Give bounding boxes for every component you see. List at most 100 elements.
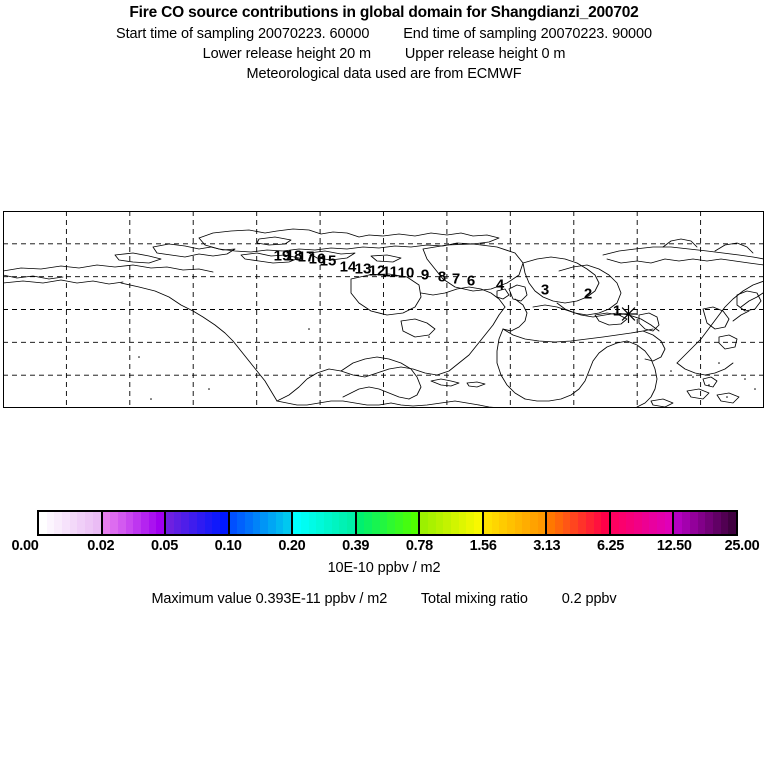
trajectory-label: 13: [354, 260, 372, 278]
colorbar-tick: 25.00: [724, 538, 760, 554]
colorbar-step: [364, 512, 373, 534]
colorbar-tick: 0.02: [87, 538, 115, 554]
colorbar-step: [181, 512, 190, 534]
colorbar-step: [117, 512, 126, 534]
colorbar-step: [697, 512, 706, 534]
colorbar-step: [300, 512, 309, 534]
colorbar-step: [514, 512, 523, 534]
colorbar-unit-label: 10E-10 ppbv / m2: [327, 560, 441, 576]
colorbar-step: [245, 512, 253, 534]
colorbar-step: [275, 512, 284, 534]
colorbar-step: [674, 512, 683, 534]
colorbar-step: [427, 512, 436, 534]
page-title: Fire CO source contributions in global d…: [129, 4, 639, 21]
colorbar-step: [237, 512, 246, 534]
colorbar-step: [657, 512, 665, 534]
colorbar-step: [372, 512, 380, 534]
colorbar-step: [260, 512, 269, 534]
colorbar-step: [689, 512, 698, 534]
lower-release-label: Lower release height 20 m: [202, 46, 372, 62]
colorbar-step: [601, 512, 609, 534]
colorbar-step: [633, 512, 642, 534]
colorbar-step: [395, 512, 403, 534]
colorbar-step: [379, 512, 388, 534]
colorbar-step: [466, 512, 475, 534]
colorbar-step: [204, 512, 213, 534]
total-mixing-ratio-value: 0.2 ppbv: [561, 591, 617, 607]
colorbar-step: [578, 512, 586, 534]
trajectory-label: 11: [382, 263, 398, 281]
colorbar-tick: 0.10: [214, 538, 242, 554]
colorbar-step: [499, 512, 507, 534]
trajectory-label: 10: [397, 264, 415, 282]
release-height-line: Lower release height 20 m Upper release …: [0, 46, 768, 62]
footer-stats: Maximum value 0.393E-11 ppbv / m2 Total …: [0, 591, 768, 607]
colorbar-step: [664, 512, 673, 534]
island-dots: [138, 328, 756, 400]
colorbar-step: [443, 512, 452, 534]
colorbar-step: [483, 512, 492, 534]
colorbar-step: [39, 512, 47, 534]
colorbar-step: [649, 512, 658, 534]
colorbar-step: [410, 512, 419, 534]
colorbar-step: [133, 512, 141, 534]
colorbar-step: [458, 512, 467, 534]
colorbar-segment: [102, 512, 167, 534]
trajectory-label: 19: [273, 247, 291, 265]
colorbar-step: [682, 512, 690, 534]
colorbar-step: [148, 512, 157, 534]
colorbar-step: [252, 512, 261, 534]
trajectory-label: 6: [466, 272, 476, 290]
colorbar-step: [110, 512, 118, 534]
colorbar-segment: [166, 512, 230, 534]
colorbar-tick-labels: 0.00 0.02 0.05 0.10 0.20 0.39 0.78 1.56 3.13 6.25…: [0, 538, 768, 556]
colorbar-tick: 1.56: [469, 538, 497, 554]
colorbar-step: [85, 512, 93, 534]
colorbar-step: [641, 512, 650, 534]
colorbar-step: [537, 512, 546, 534]
colorbar: [37, 510, 738, 536]
colorbar-tick: 0.00: [11, 538, 39, 554]
map-canvas: [3, 211, 764, 408]
colorbar-step: [268, 512, 276, 534]
colorbar-step: [356, 512, 365, 534]
colorbar-step: [316, 512, 324, 534]
start-time-label: Start time of sampling 20070223. 60000: [116, 26, 370, 42]
colorbar-step: [173, 512, 182, 534]
colorbar-step: [705, 512, 713, 534]
trajectory-label: 8: [437, 268, 447, 286]
colorbar-step: [529, 512, 538, 534]
trajectory-label: 12: [368, 262, 386, 280]
colorbar-step: [339, 512, 347, 534]
colorbar-step: [293, 512, 301, 534]
trajectory-label: 14: [339, 258, 357, 276]
trajectory-label: 2: [583, 285, 593, 303]
colorbar-step: [323, 512, 332, 534]
colorbar-step: [92, 512, 101, 534]
trajectory-label: 9: [420, 266, 430, 284]
colorbar-step: [626, 512, 634, 534]
colorbar-segment: [674, 512, 736, 534]
trajectory-label: 17: [297, 248, 315, 266]
colorbar-tick: 0.78: [405, 538, 433, 554]
trajectory-label: 3: [540, 281, 550, 299]
colorbar-tick: 3.13: [533, 538, 561, 554]
colorbar-step: [212, 512, 220, 534]
colorbar-step: [712, 512, 721, 534]
colorbar-step: [54, 512, 63, 534]
trajectory-label: 4: [495, 276, 505, 294]
colorbar-segment: [229, 512, 294, 534]
map-gridlines: [3, 211, 764, 408]
colorbar-tick: 0.39: [342, 538, 370, 554]
colorbar-step: [196, 512, 205, 534]
colorbar-segment: [356, 512, 421, 534]
sampling-time-line: Start time of sampling 20070223. 60000 E…: [0, 26, 768, 42]
upper-release-label: Upper release height 0 m: [404, 46, 566, 62]
colorbar-step: [618, 512, 627, 534]
colorbar-segment: [610, 512, 675, 534]
colorbar-step: [308, 512, 317, 534]
map-panel: 19 18 17 16 15 14 13 12 11 10 9 8 7 6 4 …: [3, 211, 764, 408]
colorbar-step: [555, 512, 563, 534]
colorbar-step: [435, 512, 444, 534]
